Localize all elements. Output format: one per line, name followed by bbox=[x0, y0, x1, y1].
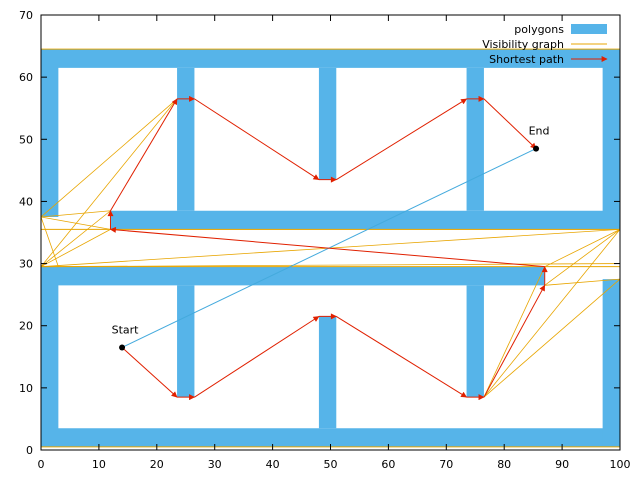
shortest-path-segment bbox=[483, 98, 537, 150]
polygon-top-wall bbox=[41, 49, 620, 68]
shortest-path-segment bbox=[194, 98, 320, 181]
point-label-end: End bbox=[529, 125, 550, 138]
visibility-graph-layer bbox=[40, 98, 621, 398]
polygon-pillar-bottom-2 bbox=[318, 316, 337, 429]
polygon-bottom-wall bbox=[41, 428, 620, 447]
x-tick-label: 70 bbox=[439, 458, 453, 471]
shortest-path-segment bbox=[109, 226, 545, 268]
visibility-edge bbox=[483, 278, 621, 398]
polygon-right-wall-bottom bbox=[602, 279, 620, 447]
y-tick-label: 70 bbox=[19, 9, 33, 22]
x-tick-label: 40 bbox=[266, 458, 280, 471]
visibility-edge bbox=[40, 210, 111, 218]
x-tick-label: 60 bbox=[381, 458, 395, 471]
visibility-edge bbox=[40, 98, 178, 218]
polygon-middle-upper-bar bbox=[110, 210, 620, 230]
point-marker-end bbox=[533, 145, 540, 152]
x-tick-label: 30 bbox=[208, 458, 222, 471]
legend-label-path: Shortest path bbox=[489, 53, 564, 66]
point-label-start: Start bbox=[112, 323, 140, 336]
y-tick-label: 30 bbox=[19, 258, 33, 271]
visibility-edge bbox=[483, 229, 621, 398]
polygon-pillar-top-1 bbox=[177, 67, 195, 211]
visibility-edge bbox=[544, 278, 621, 286]
shortest-path-segment bbox=[110, 98, 178, 212]
polygon-pillar-top-2 bbox=[318, 67, 337, 180]
shortest-path-segment bbox=[121, 347, 178, 398]
legend-swatch-polygons bbox=[571, 24, 607, 34]
shortest-path-segment bbox=[336, 315, 468, 398]
polygon-left-wall-top bbox=[41, 49, 59, 217]
x-tick-label: 20 bbox=[150, 458, 164, 471]
y-tick-label: 60 bbox=[19, 71, 33, 84]
axes-layer: 0 10 20 30 40 50 60 70 80 90 100 0 10 20 30 40 50 60 70 bbox=[19, 9, 631, 471]
points-layer: Start End bbox=[112, 125, 550, 351]
legend-label-polygons: polygons bbox=[514, 23, 564, 36]
shortest-path-segment bbox=[336, 98, 468, 181]
shortest-path-segment bbox=[194, 315, 320, 398]
point-marker-start bbox=[119, 344, 126, 351]
polygon-right-wall-top bbox=[602, 49, 620, 230]
shortest-path-layer bbox=[107, 95, 548, 401]
x-tick-label: 50 bbox=[324, 458, 338, 471]
polygon-left-wall-bottom bbox=[41, 266, 59, 447]
x-tick-label: 10 bbox=[92, 458, 106, 471]
shortest-path-segment bbox=[483, 284, 546, 398]
x-tick-label: 90 bbox=[555, 458, 569, 471]
visibility-edge bbox=[40, 229, 111, 268]
visibility-edge bbox=[544, 229, 621, 268]
visibility-edge bbox=[40, 216, 59, 267]
y-tick-label: 10 bbox=[19, 382, 33, 395]
legend-label-visibility: Visibility graph bbox=[482, 38, 564, 51]
x-tick-label: 80 bbox=[497, 458, 511, 471]
polygon-pillar-top-3 bbox=[466, 67, 484, 211]
y-tick-label: 40 bbox=[19, 195, 33, 208]
x-tick-label: 100 bbox=[610, 458, 631, 471]
polygon-pillar-bottom-3 bbox=[466, 285, 484, 398]
legend: polygons Visibility graph Shortest path bbox=[482, 23, 608, 66]
y-tick-label: 50 bbox=[19, 133, 33, 146]
visibility-edge bbox=[40, 210, 111, 267]
polygon-middle-lower-bar bbox=[41, 266, 545, 286]
y-tick-label: 20 bbox=[19, 320, 33, 333]
y-tick-label: 0 bbox=[26, 444, 33, 457]
visibility-edge bbox=[40, 216, 111, 230]
visibility-edge bbox=[40, 263, 621, 268]
x-tick-label: 0 bbox=[38, 458, 45, 471]
polygon-pillar-bottom-1 bbox=[177, 285, 195, 398]
visibility-edge bbox=[40, 98, 178, 267]
polygons-layer bbox=[41, 49, 620, 447]
visibility-edge bbox=[544, 229, 621, 286]
visibility-edge bbox=[483, 266, 546, 398]
